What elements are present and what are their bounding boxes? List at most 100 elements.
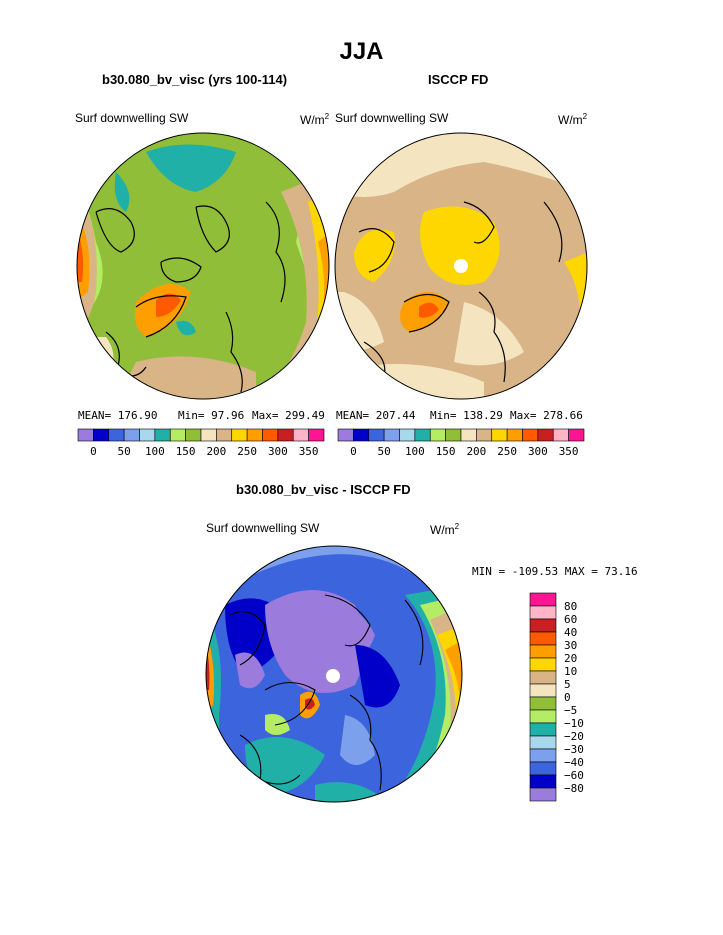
colorbar-tick-label: 100 [405,445,425,458]
colorbar-swatch [529,748,557,763]
panel1-field-label: Surf downwelling SW [75,111,189,125]
colorbar-swatch [529,709,557,724]
colorbar-tick-label: −40 [564,756,584,769]
panel2-min: Min= 138.29 [430,409,503,422]
colorbar-tick-label: 60 [564,613,577,626]
colorbar-observed: 0 50 100 150 200 250 300 350 [337,428,585,458]
colorbar-tick-label: 150 [176,445,196,458]
colorbar-swatch [529,722,557,737]
panel2-mean: MEAN= 207.44 [336,409,416,422]
colorbar-tick-label: 40 [564,626,577,639]
colorbar-swatch [77,428,94,442]
colorbar-tick-label: 100 [145,445,165,458]
colorbar-swatch [529,657,557,672]
colorbar-swatch [522,428,539,442]
colorbar-swatch [185,428,202,442]
colorbar-tick-label: 250 [237,445,257,458]
colorbar-tick-label: 80 [564,600,577,613]
colorbar-tick-label: −10 [564,717,584,730]
colorbar-swatch [506,428,523,442]
colorbar-swatch [277,428,294,442]
diff-minmax: MIN = -109.53 MAX = 73.16 [472,565,638,578]
colorbar-tick-label: 0 [90,445,97,458]
colorbar-tick-label: 300 [268,445,288,458]
colorbar-swatch [108,428,125,442]
colorbar-swatch [429,428,446,442]
panel2-field-label: Surf downwelling SW [335,111,449,125]
colorbar-tick-label: 350 [299,445,319,458]
colorbar-swatch [93,428,110,442]
colorbar-tick-label: 0 [350,445,357,458]
colorbar-tick-label: 0 [564,691,571,704]
colorbar-model: 0 50 100 150 200 250 300 350 [77,428,325,458]
colorbar-tick-label: 30 [564,639,577,652]
colorbar-swatch [529,696,557,711]
colorbar-swatch [216,428,233,442]
colorbar-tick-label: 350 [559,445,579,458]
colorbar-tick-label: 250 [497,445,517,458]
colorbar-swatch [529,618,557,633]
colorbar-tick-label: 50 [118,445,131,458]
colorbar-swatch [476,428,493,442]
colorbar-tick-label: −5 [564,704,577,717]
colorbar-tick-label: −30 [564,743,584,756]
colorbar-tick-label: 150 [436,445,456,458]
colorbar-swatch [568,428,585,442]
colorbar-swatch [529,670,557,685]
colorbar-swatch [337,428,354,442]
panel1-units: W/m2 [300,112,330,127]
colorbar-swatch [368,428,385,442]
colorbar-swatch [529,787,557,802]
panel2-header: ISCCP FD [428,72,489,87]
panel1-min: Min= 97.96 [178,409,245,422]
colorbar-swatch [445,428,462,442]
colorbar-swatch [292,428,309,442]
diff-field-label: Surf downwelling SW [206,521,320,535]
colorbar-swatch [537,428,554,442]
colorbar-swatch [246,428,263,442]
colorbar-swatch [414,428,431,442]
colorbar-swatch [154,428,171,442]
colorbar-swatch [491,428,508,442]
colorbar-swatch [460,428,477,442]
colorbar-swatch [529,592,557,607]
colorbar-swatch [353,428,370,442]
colorbar-tick-label: 200 [466,445,486,458]
panel2-units: W/m2 [558,112,588,127]
diff-units: W/m2 [430,522,460,537]
diff-header: b30.080_bv_visc - ISCCP FD [236,482,411,497]
colorbar-tick-label: 50 [378,445,391,458]
panel1-mean: MEAN= 176.90 [78,409,158,422]
panel1-max: Max= 299.49 [252,409,325,422]
map-observed [334,132,588,400]
colorbar-swatch [529,683,557,698]
colorbar-tick-label: −20 [564,730,584,743]
colorbar-swatch [200,428,217,442]
colorbar-swatch [231,428,248,442]
map-difference [205,545,463,803]
colorbar-tick-label: 200 [206,445,226,458]
colorbar-swatch [139,428,156,442]
colorbar-tick-label: 300 [528,445,548,458]
colorbar-swatch [529,631,557,646]
colorbar-swatch [529,644,557,659]
colorbar-tick-label: 10 [564,665,577,678]
colorbar-swatch [529,774,557,789]
colorbar-swatch [383,428,400,442]
colorbar-swatch [529,735,557,750]
colorbar-swatch [399,428,416,442]
panel1-header: b30.080_bv_visc (yrs 100-114) [102,72,288,87]
colorbar-tick-label: 5 [564,678,571,691]
map-model [76,132,330,400]
colorbar-swatch [529,605,557,620]
colorbar-swatch [123,428,140,442]
colorbar-swatch [169,428,186,442]
colorbar-tick-label: 20 [564,652,577,665]
colorbar-swatch [552,428,569,442]
panel2-max: Max= 278.66 [510,409,583,422]
page-title: JJA [339,38,384,65]
colorbar-swatch [308,428,325,442]
colorbar-swatch [529,761,557,776]
colorbar-tick-label: −60 [564,769,584,782]
